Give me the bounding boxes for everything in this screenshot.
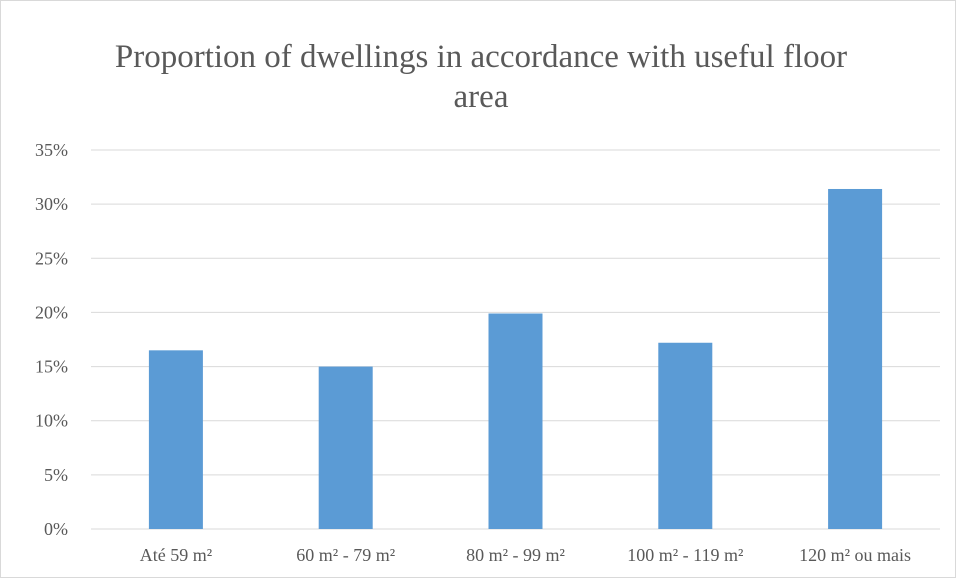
y-tick-label: 30% [35,194,68,214]
x-tick-label: 100 m² - 119 m² [627,545,743,565]
y-tick-label: 35% [35,140,68,160]
y-tick-label: 10% [35,411,68,431]
y-tick-label: 15% [35,357,68,377]
y-tick-label: 25% [35,248,68,268]
bars [148,188,883,530]
bar-0 [148,350,203,529]
bar-1 [318,366,373,529]
chart-title: Proportion of dwellings in accordance wi… [114,39,848,115]
x-tick-label: 60 m² - 79 m² [296,545,395,565]
bar-4 [828,188,883,530]
y-tick-label: 0% [44,519,68,539]
y-tick-label: 5% [44,465,68,485]
x-tick-label: 80 m² - 99 m² [466,545,565,565]
bar-2 [488,313,543,529]
x-axis-tick-labels: Até 59 m² 60 m² - 79 m² 80 m² - 99 m² 100 m… [140,545,911,565]
x-tick-label: Até 59 m² [140,545,212,565]
bar-3 [658,342,713,529]
y-tick-label: 20% [35,302,68,322]
x-tick-label: 120 m² ou mais [799,545,911,565]
y-axis-tick-labels: 0% 5% 10% 15% 20% 25% 30% 35% [35,140,68,539]
